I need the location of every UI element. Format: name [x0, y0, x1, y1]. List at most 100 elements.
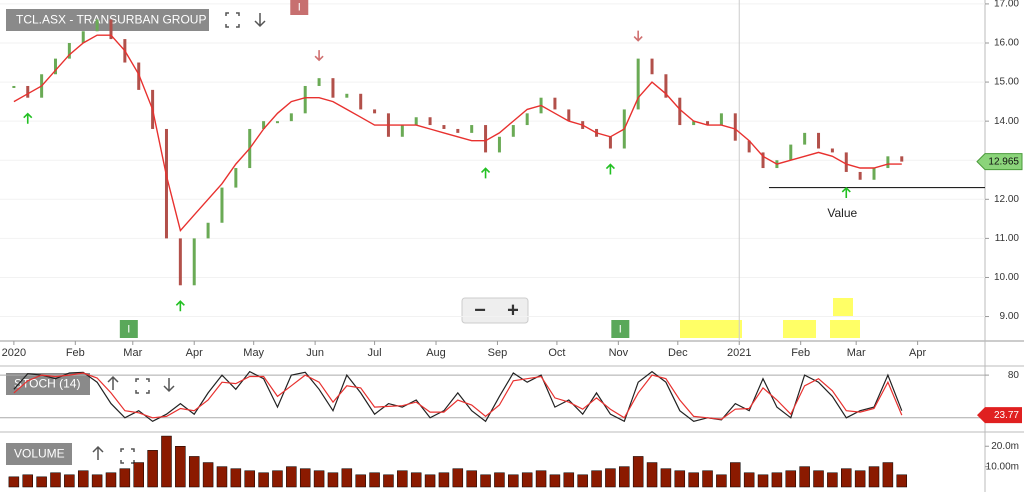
- volume-bar: [202, 462, 214, 488]
- volume-bar: [22, 474, 33, 488]
- price-bar: [317, 78, 321, 86]
- x-tick-label: Mar: [847, 347, 866, 359]
- price-bar: [414, 117, 418, 126]
- down-icon[interactable]: [254, 13, 266, 28]
- volume-bar: [702, 470, 713, 488]
- price-bar: [359, 93, 363, 110]
- drawing-tool[interactable]: [830, 320, 860, 338]
- price-bar: [719, 113, 723, 126]
- y-tick-label: 80: [1008, 370, 1020, 381]
- price-bar: [303, 85, 307, 114]
- price-bar: [803, 132, 807, 145]
- x-tick-label: Jun: [306, 347, 324, 359]
- volume-bar: [619, 466, 630, 488]
- y-tick-label: 15.00: [994, 77, 1019, 88]
- price-bar: [692, 121, 696, 126]
- y-tick-label: 16.00: [994, 38, 1019, 49]
- header-icons[interactable]: [92, 12, 266, 464]
- price-bar: [262, 121, 266, 129]
- volume-bar: [161, 435, 172, 488]
- price-bar: [747, 140, 751, 153]
- price-bar: [650, 58, 654, 75]
- volume-bar: [188, 456, 200, 488]
- x-tick-label: Aug: [426, 347, 446, 359]
- volume-bar: [299, 468, 311, 488]
- annotation: Value: [827, 206, 857, 220]
- expand-icon[interactable]: [135, 378, 150, 394]
- y-tick-label: 14.00: [994, 116, 1019, 127]
- price-bar: [53, 58, 57, 75]
- volume-bar: [896, 474, 908, 488]
- sell-signal: [633, 30, 643, 42]
- price-bar: [234, 168, 238, 188]
- volume-bar: [646, 462, 658, 488]
- volume-bar: [480, 474, 491, 488]
- x-tick-label: Feb: [791, 347, 810, 359]
- x-tick-label: 2021: [727, 347, 751, 359]
- y-tick-label: 9.00: [1000, 311, 1020, 322]
- up-icon[interactable]: [92, 445, 104, 460]
- price-bar: [844, 152, 848, 172]
- volume-bar: [508, 474, 519, 488]
- drawing-tool[interactable]: [783, 320, 816, 338]
- volume-bar: [355, 474, 366, 488]
- title-box: [6, 9, 209, 31]
- down-icon[interactable]: [163, 378, 175, 393]
- price-bar: [830, 148, 834, 153]
- event-marker[interactable]: [119, 320, 138, 338]
- volume-bar: [605, 468, 616, 488]
- price-bar: [442, 125, 446, 129]
- volume-bar: [632, 456, 644, 488]
- drawing-tool[interactable]: [833, 298, 853, 316]
- expand-icon[interactable]: [120, 448, 135, 464]
- price-bar: [109, 19, 113, 40]
- price-bar: [275, 121, 279, 124]
- event-label: I: [298, 1, 301, 13]
- y-tick-label: 10.00m: [986, 461, 1019, 472]
- volume-bar: [147, 450, 158, 488]
- series-line: [13, 34, 902, 233]
- price-bar: [886, 156, 890, 169]
- up-icon[interactable]: [107, 375, 119, 390]
- volume-bar: [64, 474, 75, 488]
- event-marker[interactable]: [290, 0, 309, 15]
- price-bar: [220, 187, 224, 223]
- price-bar: [345, 93, 349, 98]
- last-value-tag: [977, 407, 1022, 424]
- volume-bar: [50, 472, 61, 488]
- volume-bar: [175, 445, 186, 488]
- x-tick-label: 2020: [2, 347, 26, 359]
- volume-bar: [272, 470, 283, 488]
- price-bar: [331, 78, 335, 98]
- volume-bar: [716, 474, 727, 488]
- zoom-in-button[interactable]: +: [507, 299, 519, 321]
- price-bar: [178, 238, 182, 286]
- title-box: [6, 373, 90, 395]
- y-tick-label: 10.00: [994, 272, 1019, 283]
- x-tick-label: Apr: [186, 347, 203, 359]
- volume-bar: [577, 474, 588, 488]
- volume-bar: [410, 472, 422, 488]
- x-tick-label: Dec: [668, 347, 688, 359]
- drawing-tool[interactable]: [680, 320, 742, 338]
- zoom-out-button[interactable]: −: [474, 299, 486, 321]
- event-marker[interactable]: [611, 320, 630, 338]
- volume-bar: [841, 468, 852, 488]
- volume-bar: [827, 472, 838, 488]
- volume-bar: [383, 474, 394, 488]
- price-bar: [26, 85, 30, 98]
- volume-bar: [397, 470, 408, 488]
- volume-bar: [313, 470, 325, 488]
- volume-bar: [341, 468, 353, 488]
- expand-icon[interactable]: [225, 12, 240, 28]
- volume-bar: [535, 470, 547, 488]
- volume-bar: [119, 468, 131, 488]
- volume-bar: [424, 474, 436, 488]
- volume-bar: [563, 472, 575, 488]
- drawing-tools[interactable]: [680, 298, 860, 338]
- buy-signal: [605, 163, 615, 175]
- price-bar: [567, 109, 571, 122]
- volume-bar: [244, 470, 255, 488]
- volume-bar: [743, 472, 755, 488]
- price-bar: [678, 97, 682, 126]
